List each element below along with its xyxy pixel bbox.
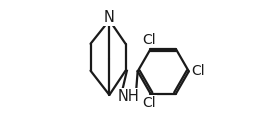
Text: Cl: Cl — [142, 33, 156, 47]
Text: Cl: Cl — [192, 64, 205, 78]
Text: N: N — [104, 10, 115, 25]
Text: Cl: Cl — [142, 96, 156, 110]
Text: NH: NH — [117, 89, 139, 104]
